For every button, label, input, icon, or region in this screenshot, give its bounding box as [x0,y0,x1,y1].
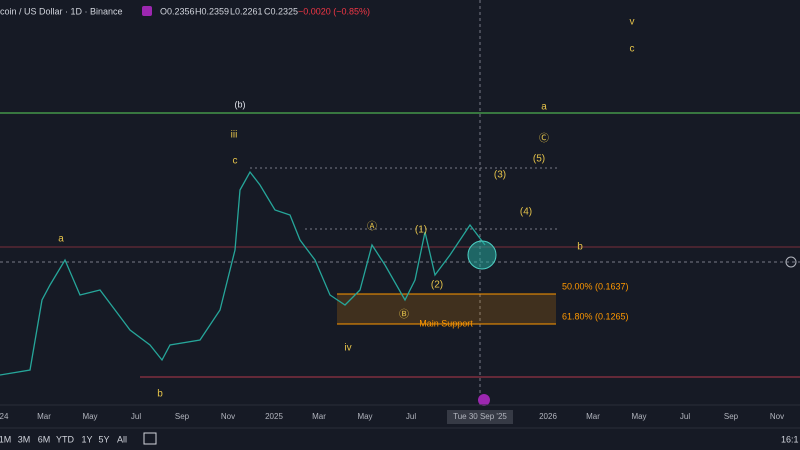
wave-label: c [630,44,635,55]
time-label: 2025 [265,412,283,421]
range-toolbar: 1M 3M 6M YTD 1Y 5Y All [0,434,127,444]
time-axis: 24 Mar May Jul Sep Nov 2025 Mar May Jul Tue 30 Sep… [0,410,784,424]
ohlc-close: C0.2325 [264,6,298,16]
time-label: 24 [0,412,9,421]
range-button[interactable]: 1M [0,434,11,444]
wave-label: Ⓑ [399,309,409,321]
wave-label: a [541,102,547,113]
range-button[interactable]: All [117,434,127,444]
wave-label: Ⓐ [367,221,377,233]
wave-label: (1) [415,225,427,236]
range-button[interactable]: 5Y [98,434,109,444]
wave-label: iii [231,130,238,141]
time-label: Jul [406,412,416,421]
time-label: Sep [724,412,739,421]
time-label: Mar [37,412,51,421]
range-button[interactable]: 6M [38,434,51,444]
clock: 16:1 [781,434,799,444]
wave-label: b [577,242,583,253]
ohlc-low: L0.2261 [230,6,263,16]
fib-zone [337,294,556,324]
time-label: Nov [770,412,784,421]
time-label: Jul [680,412,690,421]
wave-label: (2) [431,280,443,291]
wave-label: b [157,389,163,400]
wave-label: (b) [235,99,246,109]
time-label: Mar [586,412,600,421]
range-button[interactable]: 3M [18,434,31,444]
time-label: Nov [221,412,235,421]
time-label: 2026 [539,412,557,421]
add-button[interactable] [785,256,797,268]
wave-label: c [233,156,238,167]
range-button[interactable]: 1Y [81,434,92,444]
wave-label: (4) [520,207,532,218]
wave-label: iv [344,343,351,354]
ohlc-change: −0.0020 (−0.85%) [298,6,370,16]
fib-label: 61.80% (0.1265) [562,311,629,321]
wave-label: (3) [494,170,506,181]
fib-label: 50.00% (0.1637) [562,281,629,291]
wave-label: (5) [533,154,545,165]
range-button[interactable]: YTD [56,434,75,444]
wave-label: a [58,234,64,245]
time-label: Mar [312,412,326,421]
date-range-icon[interactable] [143,432,157,445]
wave-label: v [630,17,635,28]
cursor-highlight [467,240,497,270]
ohlc-high: H0.2359 [195,6,229,16]
time-label: May [82,412,97,421]
wave-label: Ⓒ [539,133,549,145]
price-series [0,170,486,376]
time-label: Jul [131,412,141,421]
event-marker[interactable] [478,394,490,406]
ohlc-open: O0.2356 [160,6,195,16]
symbol-title: coin / US Dollar · 1D · Binance [0,6,123,16]
time-label: May [631,412,646,421]
zone-label: Main Support [419,318,473,328]
indicator-icon [142,6,152,16]
time-label: May [357,412,372,421]
time-label: Sep [175,412,190,421]
time-label: Tue 30 Sep '25 [453,412,507,421]
crosshair-date-bg [447,410,513,424]
